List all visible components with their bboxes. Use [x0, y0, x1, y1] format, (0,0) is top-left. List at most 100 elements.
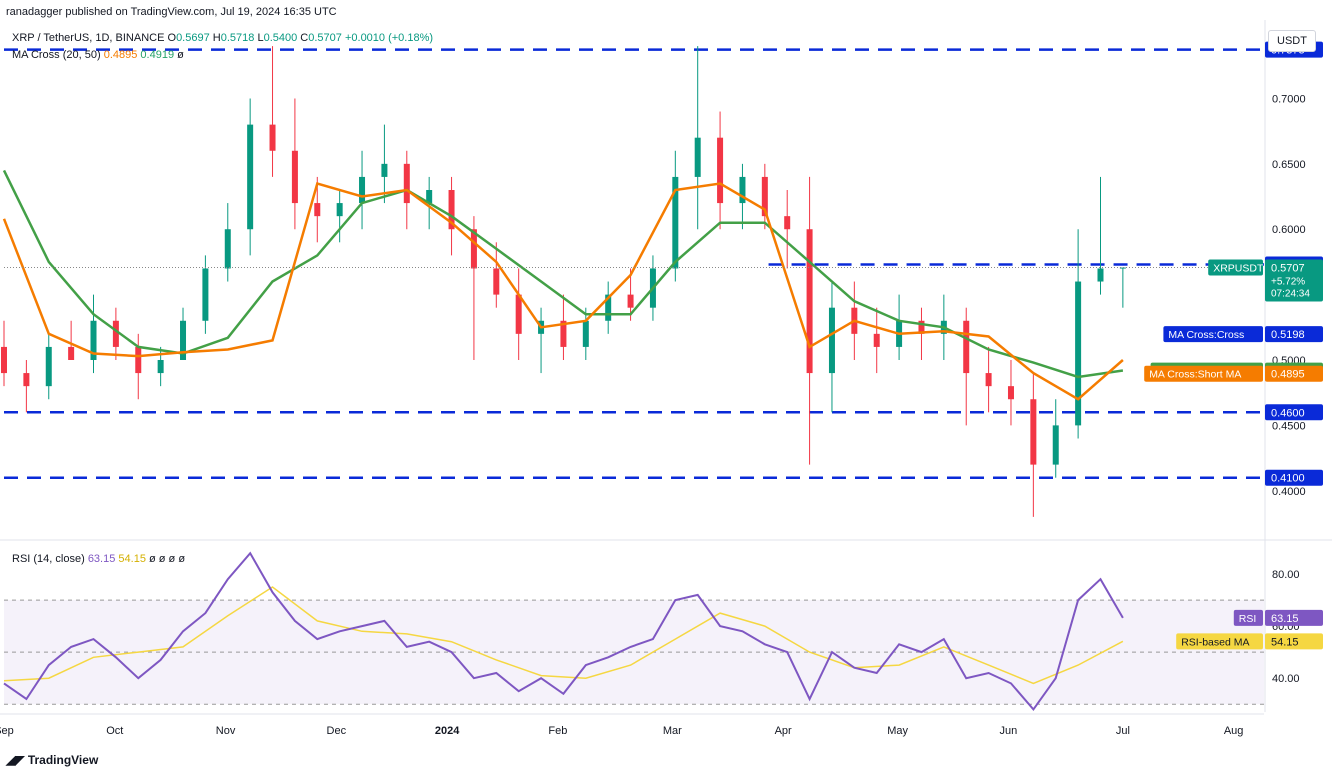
rsi-legend-value: 63.15 [87, 553, 116, 565]
currency-button[interactable]: USDT [1268, 30, 1316, 52]
rsi-tag [1265, 609, 1323, 626]
rsi-tag-label-box [1176, 633, 1263, 650]
close-label: C [300, 32, 309, 44]
candle-body [784, 216, 791, 230]
change-value: +0.0010 (+0.18%) [344, 32, 434, 44]
candle-body [963, 320, 970, 374]
time-tick-label: May [887, 725, 908, 737]
candle-body [560, 320, 567, 347]
candle-body [1075, 281, 1082, 426]
price-tag-label: XRPUSDT [1213, 263, 1264, 275]
time-tick-label: Nov [216, 725, 236, 737]
candle-body [135, 346, 142, 374]
time-tick-label: Apr [775, 725, 792, 737]
time-tick-label: 2024 [435, 725, 460, 737]
high-value: 0.5718 [220, 32, 255, 44]
price-tag-extra: +5.72% [1271, 277, 1305, 288]
time-tick-label: Dec [327, 725, 347, 737]
candle-body [1052, 425, 1059, 465]
price-tag-extra: 07:24:34 [1271, 289, 1310, 300]
time-tick-label: Mar [663, 725, 682, 737]
time-tick-label: Aug [1224, 725, 1244, 737]
price-tag-value: 0.4895 [1271, 369, 1305, 381]
candle-body [426, 190, 433, 204]
candle-body [985, 373, 992, 387]
rsi-line [3, 551, 1124, 712]
time-tick-label: Sep [0, 725, 14, 737]
candle-body [470, 229, 477, 269]
candle-body [112, 320, 119, 347]
price-tag [1265, 326, 1323, 343]
price-tag-label: MA Cross:Short MA [1149, 369, 1241, 381]
ma-legend-long: 0.4919 [140, 49, 175, 61]
candle-body [157, 360, 164, 374]
candle-body [493, 268, 500, 295]
ma-legend-label: MA Cross (20, 50) [12, 49, 101, 61]
rsi-legend-label: RSI (14, close) [12, 553, 85, 565]
price-tag [1265, 404, 1323, 421]
brand-icon: ◢◤ [6, 753, 25, 767]
brand-text: TradingView [27, 753, 99, 767]
price-tag-value: 0.5198 [1271, 329, 1305, 341]
candle-body [291, 150, 298, 204]
candle-body [224, 229, 231, 269]
price-tick-label: 0.4000 [1272, 486, 1306, 498]
rsi-tag-label: RSI [1239, 613, 1257, 625]
symbol-legend[interactable]: XRP / TetherUS, 1D, BINANCE O0.5697 H0.5… [12, 32, 433, 44]
price-tag-label-box [1208, 259, 1263, 276]
low-label: L [257, 32, 264, 44]
price-tag [1265, 365, 1323, 382]
ma-legend[interactable]: MA Cross (20, 50) 0.4895 0.4919 ø [12, 49, 184, 61]
candle-body [381, 163, 388, 177]
price-tag-value: 0.5707 [1271, 263, 1305, 275]
price-tick-label: 0.6000 [1272, 224, 1306, 236]
tradingview-logo: ◢◤ TradingView [6, 753, 98, 767]
published-text: ranadagger published on TradingView.com,… [6, 6, 337, 18]
price-tick-label: 0.6500 [1272, 159, 1306, 171]
rsi-ma-line [3, 586, 1124, 685]
candle-body [23, 373, 30, 387]
candle-body [403, 163, 410, 204]
candle-body [1, 346, 7, 374]
time-tick-label: Jun [1000, 725, 1018, 737]
rsi-tag-label: RSI-based MA [1181, 636, 1249, 648]
symbol-name: XRP / TetherUS, 1D, BINANCE [12, 32, 165, 44]
rsi-tick-label: 80.00 [1272, 569, 1300, 581]
high-label: H [212, 32, 221, 44]
rsi-tag-value: 63.15 [1271, 613, 1299, 625]
price-tag [1265, 259, 1323, 302]
candle-body [202, 268, 209, 321]
ma-legend-tail: ø [177, 49, 184, 61]
time-tick-label: Jul [1116, 725, 1130, 737]
candle-body [761, 176, 768, 217]
rsi-tag-label-box [1233, 609, 1263, 626]
candle-body [627, 294, 634, 308]
candle-body [45, 346, 52, 387]
price-tag [1265, 469, 1323, 486]
open-label: O [167, 32, 177, 44]
rsi-legend-tail: ø ø ø ø [149, 553, 186, 565]
price-tag-value: 0.4600 [1271, 407, 1305, 419]
candle-body [806, 229, 813, 374]
close-value: 0.5707 [308, 32, 342, 44]
candle-body [873, 333, 880, 347]
rsi-legend[interactable]: RSI (14, close) 63.15 54.15 ø ø ø ø [12, 553, 185, 565]
price-tick-label: 0.4500 [1272, 420, 1306, 432]
candle-body [247, 124, 254, 230]
candle-body [314, 203, 321, 217]
rsi-tag-value: 54.15 [1271, 636, 1299, 648]
candle-body [918, 320, 925, 334]
low-value: 0.5400 [263, 32, 298, 44]
price-tag-label-box [1163, 326, 1263, 343]
candle-body [180, 320, 187, 360]
price-tick-label: 0.7000 [1272, 93, 1306, 105]
candle-body [739, 176, 746, 204]
candle-body [359, 176, 366, 204]
candle-body [1119, 267, 1126, 269]
candle-body [582, 320, 589, 347]
candle-body [336, 203, 343, 217]
rsi-tag [1265, 633, 1323, 650]
price-tag-label: MA Cross:Cross [1168, 329, 1244, 341]
rsi-band [4, 600, 1264, 705]
